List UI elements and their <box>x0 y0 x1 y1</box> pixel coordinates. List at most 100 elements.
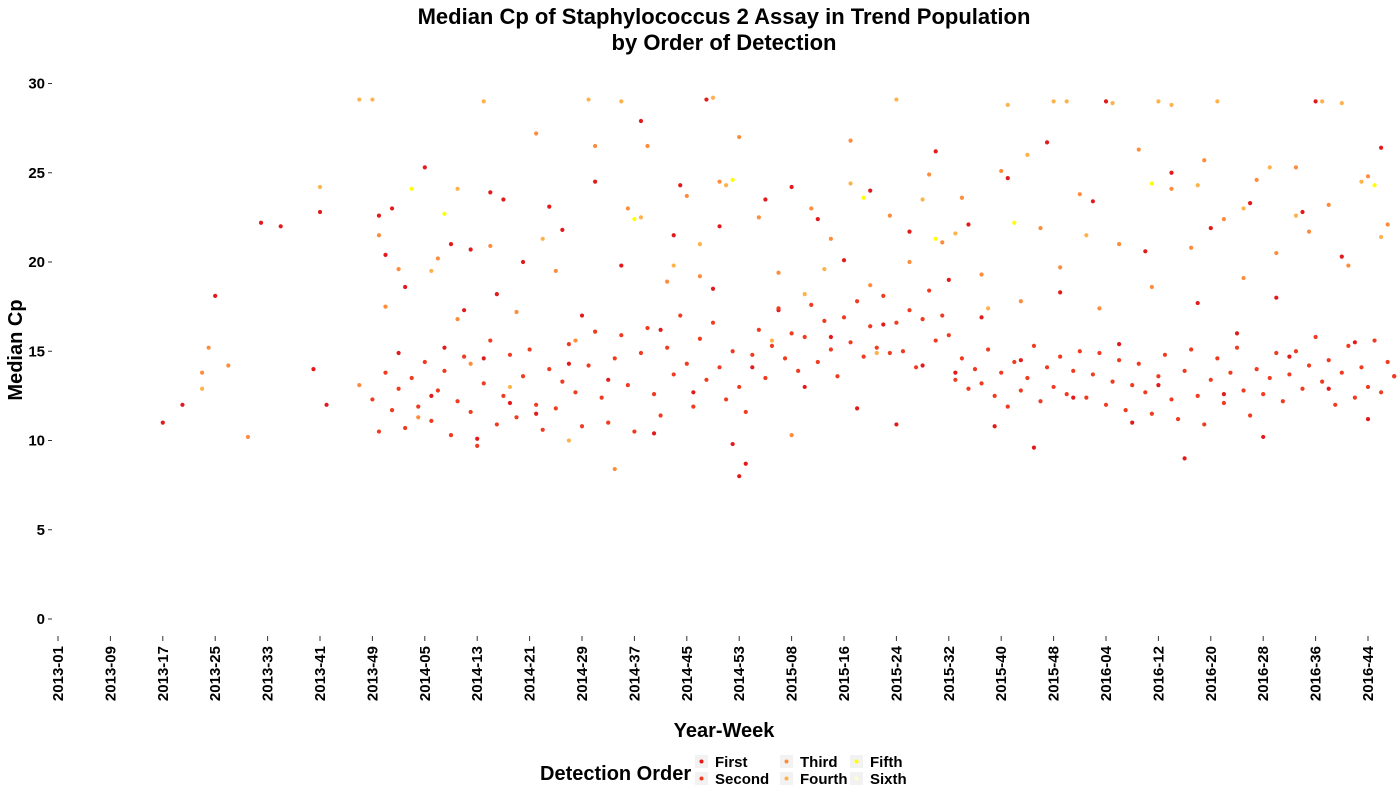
x-tick-label: 2014-53 <box>731 646 748 701</box>
data-point-second <box>1051 384 1056 390</box>
data-point-second <box>409 375 414 381</box>
data-point-second <box>933 338 938 343</box>
data-point-third <box>1385 222 1390 227</box>
data-point-first <box>763 197 768 202</box>
data-point-second <box>1293 349 1299 354</box>
data-point-third <box>416 415 421 420</box>
data-point-second <box>1248 413 1253 418</box>
data-point-first <box>1156 383 1161 388</box>
data-point-third <box>206 345 211 350</box>
data-point-fourth <box>769 338 775 343</box>
data-point-third <box>776 270 781 275</box>
data-point-second <box>547 367 552 372</box>
data-point-second <box>894 320 899 325</box>
data-point-first <box>311 367 316 372</box>
data-point-second <box>881 293 886 299</box>
data-point-first <box>881 322 886 327</box>
data-point-second <box>416 404 421 409</box>
data-point-second <box>940 313 945 318</box>
data-point-fourth <box>1320 99 1325 104</box>
data-point-second <box>1359 365 1364 370</box>
y-tick-label: 25 <box>28 165 45 182</box>
x-tick-label: 2015-24 <box>888 645 905 701</box>
data-point-second <box>1175 416 1181 422</box>
data-point-fourth <box>200 386 205 391</box>
data-point-second <box>684 361 689 366</box>
x-tick-label: 2013-25 <box>207 646 224 701</box>
data-point-third <box>573 338 578 343</box>
data-point-second <box>1228 370 1233 375</box>
data-point-fourth <box>540 236 545 241</box>
data-point-second <box>1202 422 1207 427</box>
data-point-second <box>651 391 657 397</box>
data-point-fourth <box>1293 213 1299 218</box>
data-point-third <box>593 143 598 149</box>
data-point-third <box>1221 217 1226 222</box>
data-point-first <box>1313 99 1318 104</box>
data-point-first <box>278 224 283 229</box>
data-point-first <box>376 213 382 218</box>
data-point-first <box>828 334 834 340</box>
data-point-third <box>488 243 493 249</box>
data-point-first <box>743 461 748 466</box>
data-point-second <box>1149 411 1154 416</box>
data-point-first <box>868 188 873 193</box>
data-point-fourth <box>317 184 323 190</box>
data-point-first <box>933 149 938 154</box>
data-point-fifth <box>409 186 414 191</box>
data-point-second <box>1143 390 1148 395</box>
data-point-second <box>1234 345 1240 350</box>
data-point-fourth <box>586 97 591 102</box>
data-point-second <box>874 345 879 350</box>
data-point-first <box>750 365 755 370</box>
data-point-third <box>1241 275 1246 281</box>
data-point-second <box>1333 402 1338 407</box>
x-tick-label: 2016-20 <box>1203 646 1220 701</box>
data-point-first <box>396 350 401 356</box>
data-point-first <box>422 165 427 170</box>
x-tick-label: 2013-09 <box>102 646 119 701</box>
data-point-third <box>1077 192 1082 197</box>
data-point-second <box>1097 350 1102 356</box>
data-point-fifth <box>1012 220 1017 225</box>
data-point-third <box>383 304 388 309</box>
data-point-second <box>645 325 650 331</box>
data-point-second <box>632 429 637 434</box>
data-point-second <box>422 359 427 365</box>
data-point-fourth <box>671 263 676 268</box>
data-point-first <box>737 474 742 479</box>
data-point-fourth <box>710 95 716 100</box>
data-point-second <box>697 336 703 341</box>
data-point-second <box>815 359 820 365</box>
x-tick-label: 2014-21 <box>522 646 539 701</box>
data-point-first <box>1018 358 1023 363</box>
legend-key-fifth <box>854 759 859 764</box>
x-tick-label: 2015-40 <box>993 646 1010 701</box>
data-point-fourth <box>986 306 991 311</box>
legend-label-second: Second <box>715 771 769 788</box>
data-point-second <box>1189 347 1194 352</box>
data-point-fourth <box>370 97 375 102</box>
data-point-second <box>1261 391 1266 397</box>
data-point-first <box>1287 354 1292 359</box>
data-point-third <box>200 370 205 375</box>
x-tick-label: 2013-01 <box>50 646 67 701</box>
data-point-second <box>638 350 644 356</box>
data-point-first <box>704 97 709 102</box>
legend-label-third: Third <box>800 754 838 771</box>
data-point-third <box>665 279 670 284</box>
data-point-second <box>1117 358 1122 363</box>
data-point-second <box>1208 377 1213 382</box>
data-point-first <box>534 411 539 416</box>
data-point-fourth <box>1005 102 1010 108</box>
data-point-second <box>625 383 630 388</box>
data-point-first <box>1117 342 1122 347</box>
data-point-second <box>710 320 716 325</box>
data-point-third <box>959 195 965 200</box>
data-point-fourth <box>481 99 486 104</box>
data-point-fourth <box>1195 183 1200 188</box>
data-point-second <box>619 333 624 338</box>
data-point-second <box>1038 399 1043 404</box>
